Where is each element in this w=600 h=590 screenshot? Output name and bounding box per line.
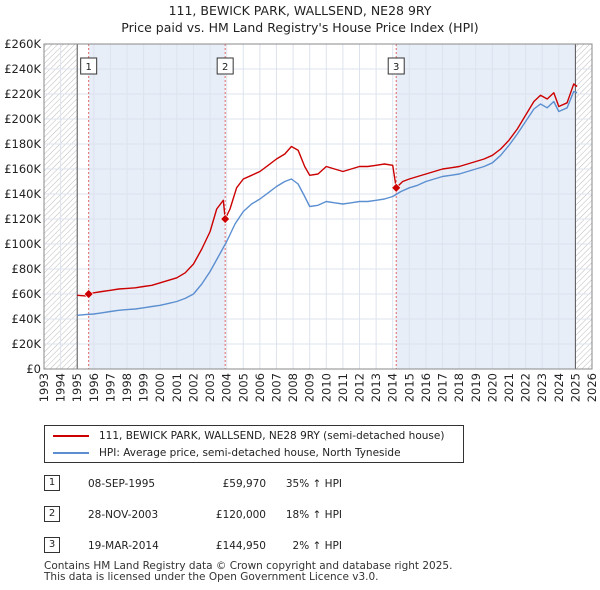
x-tick-label: 1997	[103, 373, 117, 402]
sale-price: £120,000	[215, 509, 266, 521]
x-tick-label: 2024	[552, 373, 566, 402]
sale-price: £59,970	[222, 478, 266, 490]
footer-line: Contains HM Land Registry data © Crown c…	[44, 560, 453, 572]
x-tick-label: 2006	[253, 373, 267, 402]
sale-hpi-change: 35% ↑ HPI	[285, 478, 342, 490]
hatched-region	[575, 44, 592, 369]
y-tick-label: £80K	[12, 262, 42, 276]
x-tick-label: 1999	[137, 373, 151, 402]
sale-marker-label: 1	[85, 62, 91, 73]
sale-marker-label: 3	[393, 62, 399, 73]
y-tick-label: £160K	[4, 162, 41, 176]
x-tick-label: 2017	[436, 373, 450, 402]
y-tick-label: £220K	[4, 87, 41, 101]
legend-swatch-hpi	[53, 452, 89, 454]
hpi-line	[77, 90, 578, 316]
x-tick-label: 2016	[419, 373, 433, 402]
x-tick-label: 2012	[353, 373, 367, 402]
sale-price: £144,950	[215, 540, 266, 552]
x-tick-label: 2022	[519, 373, 533, 402]
x-tick-label: 2002	[186, 373, 200, 402]
y-tick-label: £20K	[12, 337, 42, 351]
x-tick-label: 1994	[54, 373, 68, 402]
y-tick-label: £240K	[4, 62, 41, 76]
sale-number-badge: 3	[44, 537, 60, 553]
x-tick-label: 2008	[286, 373, 300, 402]
sale-date: 28-NOV-2003	[88, 509, 159, 521]
price-paid-line	[77, 83, 578, 297]
x-tick-label: 2005	[236, 373, 250, 402]
x-tick-label: 2020	[485, 373, 499, 402]
price-chart: 1 2 3 £0 £20K £40K £60K £80K £100K £120K £140K £16…	[4, 37, 599, 402]
x-tick-label: 2010	[319, 373, 333, 402]
legend-item-hpi: HPI: Average price, semi-detached house,…	[53, 445, 401, 461]
y-tick-label: £200K	[4, 112, 41, 126]
sale-number-badge: 2	[44, 506, 60, 522]
subtitle-line: Price paid vs. HM Land Registry's House …	[121, 20, 479, 35]
sale-date: 08-SEP-1995	[88, 478, 156, 490]
x-tick-label: 2009	[303, 373, 317, 402]
y-tick-label: £260K	[4, 37, 41, 51]
x-tick-label: 2011	[336, 373, 350, 402]
y-tick-label: £140K	[4, 187, 41, 201]
legend: 111, BEWICK PARK, WALLSEND, NE28 9RY (se…	[44, 425, 464, 463]
sale-hpi-change: 18% ↑ HPI	[285, 509, 342, 521]
sale-marker-box	[80, 57, 98, 75]
y-tick-label: £0	[26, 362, 41, 376]
sale-point	[391, 182, 402, 193]
sale-number-badge: 1	[44, 475, 60, 491]
x-tick-label: 2018	[452, 373, 466, 402]
y-tick-label: £100K	[4, 237, 41, 251]
footer-attribution: Contains HM Land Registry data © Crown c…	[44, 561, 452, 583]
x-tick-label: 2015	[402, 373, 416, 402]
x-tick-label: 2021	[502, 373, 516, 402]
x-tick-label: 2000	[153, 373, 167, 402]
y-tick-label: £120K	[4, 212, 41, 226]
footer-line: This data is licensed under the Open Gov…	[44, 571, 379, 583]
sale-marker-label: 2	[222, 62, 228, 73]
x-tick-label: 2004	[220, 373, 234, 402]
chart-title: 111, BEWICK PARK, WALLSEND, NE28 9RY Pri…	[0, 2, 600, 36]
ownership-shade	[396, 44, 576, 369]
x-tick-label: 2026	[585, 373, 599, 402]
x-tick-label: 1995	[70, 373, 84, 402]
y-tick-label: £60K	[12, 287, 42, 301]
y-tick-label: £180K	[4, 137, 41, 151]
x-tick-label: 2013	[369, 373, 383, 402]
legend-item-price: 111, BEWICK PARK, WALLSEND, NE28 9RY (se…	[53, 428, 444, 444]
x-tick-label: 1996	[87, 373, 101, 402]
ownership-shade	[88, 44, 226, 369]
sale-marker-box	[387, 57, 405, 75]
x-tick-label: 2014	[386, 373, 400, 402]
x-tick-label: 2023	[535, 373, 549, 402]
sale-point	[83, 289, 94, 299]
x-tick-label: 2007	[269, 373, 283, 402]
x-tick-label: 2019	[469, 373, 483, 402]
sale-point	[220, 214, 231, 224]
x-tick-label: 1993	[37, 373, 51, 402]
legend-label-hpi: HPI: Average price, semi-detached house,…	[99, 447, 401, 459]
legend-swatch-price	[53, 435, 89, 437]
legend-label-price: 111, BEWICK PARK, WALLSEND, NE28 9RY (se…	[99, 430, 445, 442]
sale-marker-box	[216, 57, 234, 75]
x-tick-label: 2003	[203, 373, 217, 402]
sale-date: 19-MAR-2014	[88, 540, 159, 552]
y-tick-label: £40K	[12, 312, 42, 326]
title-line: 111, BEWICK PARK, WALLSEND, NE28 9RY	[168, 3, 432, 18]
x-tick-label: 2025	[568, 373, 582, 402]
x-tick-label: 2001	[170, 373, 184, 402]
sale-hpi-change: 2% ↑ HPI	[292, 540, 342, 552]
x-tick-label: 1998	[120, 373, 134, 402]
plot-frame	[43, 43, 593, 370]
